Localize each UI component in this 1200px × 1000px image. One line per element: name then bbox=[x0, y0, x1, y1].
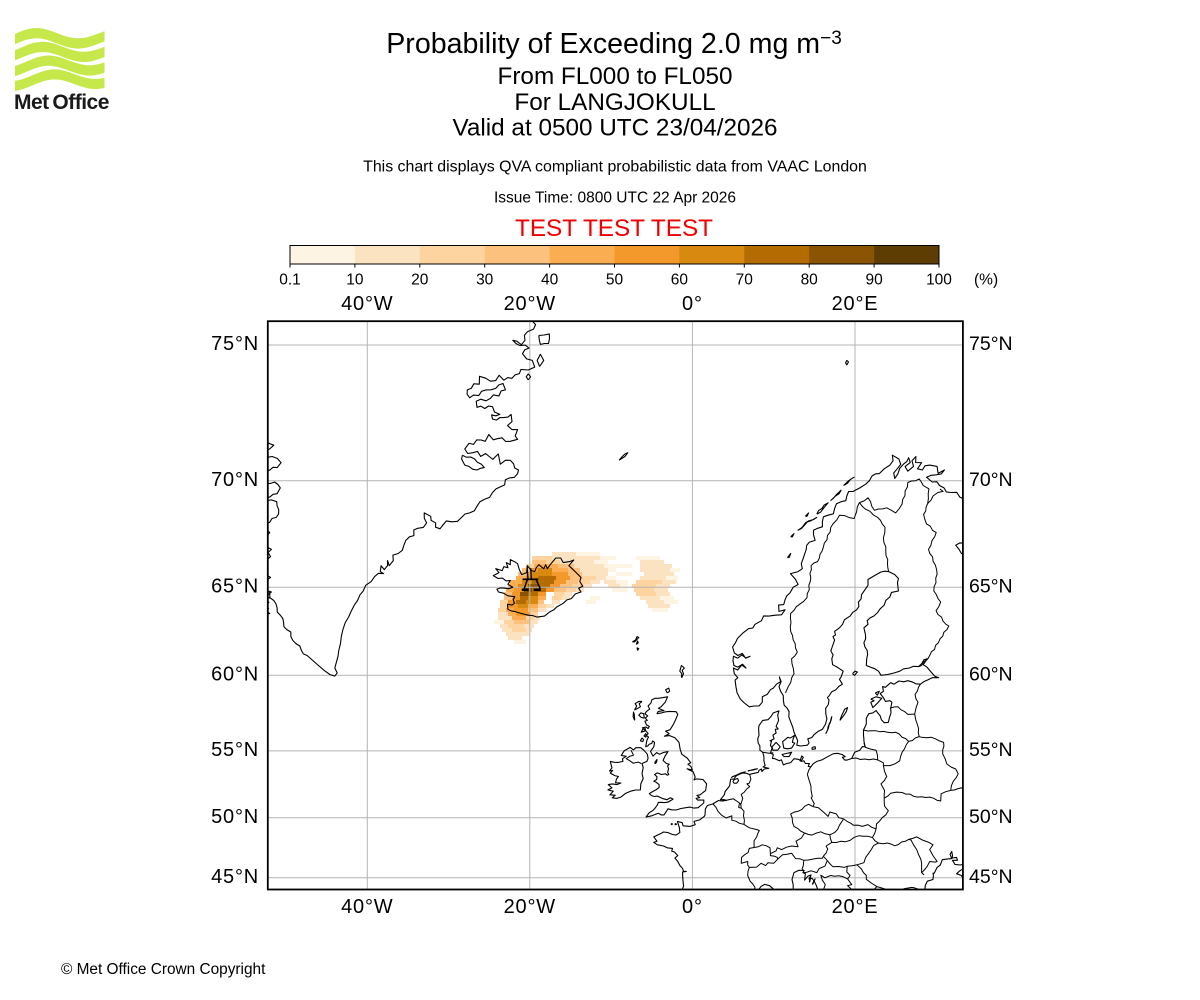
svg-text:20°E: 20°E bbox=[832, 896, 879, 918]
svg-text:0.1: 0.1 bbox=[279, 272, 301, 289]
svg-text:45°N: 45°N bbox=[211, 866, 259, 888]
svg-text:From FL000 to FL050: From FL000 to FL050 bbox=[498, 63, 733, 90]
svg-text:40: 40 bbox=[541, 272, 559, 289]
svg-text:55°N: 55°N bbox=[969, 739, 1013, 761]
svg-text:65°N: 65°N bbox=[969, 575, 1013, 597]
svg-text:Met Office: Met Office bbox=[14, 91, 109, 114]
svg-text:© Met Office Crown Copyright: © Met Office Crown Copyright bbox=[61, 961, 266, 978]
svg-text:60: 60 bbox=[671, 272, 689, 289]
svg-text:70°N: 70°N bbox=[969, 469, 1013, 491]
svg-text:60°N: 60°N bbox=[969, 664, 1013, 686]
svg-text:20°W: 20°W bbox=[504, 293, 556, 315]
svg-text:20: 20 bbox=[411, 272, 429, 289]
svg-text:55°N: 55°N bbox=[211, 739, 259, 761]
svg-text:40°W: 40°W bbox=[341, 896, 393, 918]
svg-text:(%): (%) bbox=[974, 272, 998, 289]
svg-text:50: 50 bbox=[606, 272, 624, 289]
svg-text:70: 70 bbox=[736, 272, 754, 289]
svg-text:20°W: 20°W bbox=[504, 896, 556, 918]
svg-text:10: 10 bbox=[346, 272, 364, 289]
svg-text:50°N: 50°N bbox=[211, 806, 259, 828]
svg-text:This chart displays QVA compli: This chart displays QVA compliant probab… bbox=[363, 159, 867, 176]
svg-text:0°: 0° bbox=[682, 896, 703, 918]
svg-text:Issue Time: 0800 UTC 22 Apr 20: Issue Time: 0800 UTC 22 Apr 2026 bbox=[494, 190, 736, 207]
svg-text:45°N: 45°N bbox=[969, 866, 1013, 888]
svg-text:75°N: 75°N bbox=[211, 333, 259, 355]
svg-text:0°: 0° bbox=[682, 293, 703, 315]
svg-text:100: 100 bbox=[926, 272, 952, 289]
svg-text:50°N: 50°N bbox=[969, 806, 1013, 828]
svg-text:For LANGJOKULL: For LANGJOKULL bbox=[514, 89, 715, 116]
svg-text:20°E: 20°E bbox=[832, 293, 879, 315]
svg-text:40°W: 40°W bbox=[341, 293, 393, 315]
svg-text:TEST TEST TEST: TEST TEST TEST bbox=[515, 215, 713, 242]
svg-text:90: 90 bbox=[865, 272, 883, 289]
svg-text:60°N: 60°N bbox=[211, 664, 259, 686]
svg-text:30: 30 bbox=[476, 272, 494, 289]
svg-text:65°N: 65°N bbox=[211, 575, 259, 597]
svg-text:80: 80 bbox=[801, 272, 819, 289]
svg-text:Probability of Exceeding 2.0 m: Probability of Exceeding 2.0 mg m−3 bbox=[386, 28, 842, 60]
svg-text:Valid at 0500 UTC 23/04/2026: Valid at 0500 UTC 23/04/2026 bbox=[452, 115, 777, 142]
svg-text:70°N: 70°N bbox=[211, 469, 259, 491]
svg-text:75°N: 75°N bbox=[969, 333, 1013, 355]
